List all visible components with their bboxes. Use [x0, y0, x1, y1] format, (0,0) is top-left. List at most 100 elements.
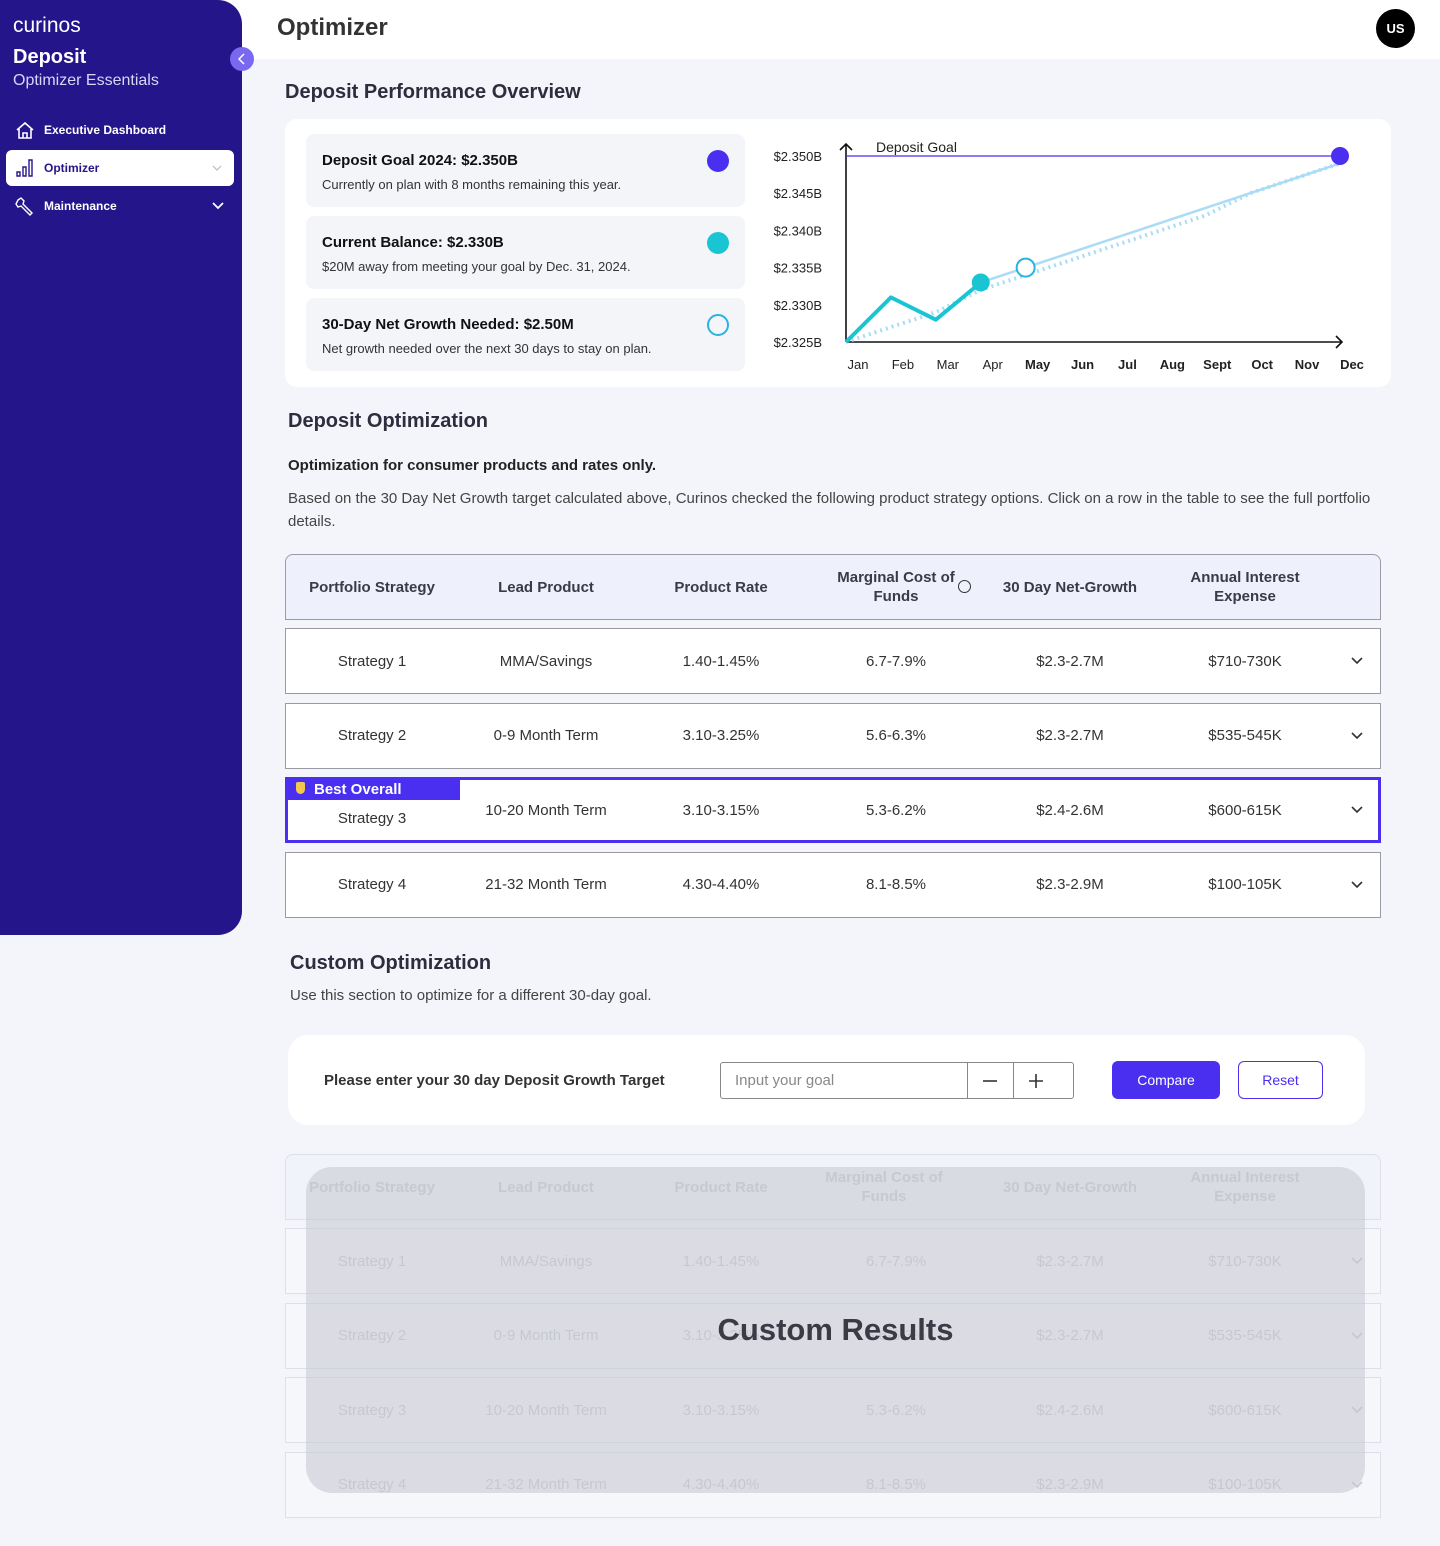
info-icon — [958, 580, 971, 593]
hollow-point — [1015, 257, 1036, 278]
wrench-icon — [15, 197, 33, 216]
table-cell: MMA/Savings — [499, 652, 593, 670]
table-cell: 10-20 Month Term — [485, 801, 607, 819]
table-cell: $2.4-2.6M — [1036, 801, 1104, 819]
table-cell: 0-9 Month Term — [493, 727, 599, 744]
y-axis — [839, 142, 853, 342]
table-cell: 5.3-6.2% — [865, 801, 927, 819]
card-text: Currently on plan with 8 months remainin… — [322, 177, 622, 192]
expand-chevron[interactable] — [1350, 656, 1364, 666]
chevron — [212, 202, 224, 210]
collapse-button[interactable] — [230, 47, 254, 71]
form-label: Please enter your 30 day Deposit Growth … — [324, 1072, 665, 1089]
overview-chart: $2.350B $2.345B $2.340B $2.335B $2.330B $2.32… — [774, 139, 1364, 372]
card-title: Current Balance: $2.330B — [322, 234, 504, 251]
table-cell: 6.7-7.9% — [865, 652, 927, 670]
y-tick-label: $2.350B — [774, 149, 822, 164]
table-cell: 21-32 Month Term — [485, 876, 607, 893]
table-cell: 5.6-6.3% — [865, 727, 927, 744]
summary-card: 30-Day Net Growth Needed: $2.50M Net gro… — [306, 298, 745, 371]
expand-chevron[interactable] — [1350, 731, 1364, 741]
table-cell: Strategy 1 — [337, 652, 407, 670]
x-tick-label: Aug — [1160, 357, 1185, 372]
logo: curinos — [13, 14, 81, 37]
nav-item[interactable]: Executive Dashboard — [6, 112, 234, 148]
table-cell: 8.1-8.5% — [865, 876, 927, 893]
card-text: $20M away from meeting your goal by Dec.… — [322, 259, 631, 274]
column-header: Marginal Cost of Funds — [837, 569, 955, 605]
column-header: Annual Interest Expense — [1190, 569, 1300, 605]
table-cell: 3.10-3.25% — [682, 727, 760, 744]
section-heading: Custom Optimization — [290, 952, 492, 974]
decrement-button[interactable] — [981, 1072, 999, 1090]
compare-button[interactable]: Compare — [1112, 1061, 1220, 1099]
x-tick-label: Feb — [892, 357, 914, 372]
series-line — [844, 280, 983, 344]
goal-input[interactable]: Input your goal — [720, 1062, 1074, 1099]
table-cell: $2.3-2.7M — [1036, 652, 1104, 670]
table-cell: 4.30-4.40% — [682, 876, 760, 893]
summary-card: Current Balance: $2.330B $20M away from … — [306, 216, 745, 289]
table-row[interactable]: Strategy 4 21-32 Month Term 4.30-4.40% 8.1-… — [285, 851, 1381, 918]
card-title: Deposit Goal 2024: $2.350B — [322, 152, 518, 169]
medal-icon — [296, 782, 305, 794]
x-tick-label: Jul — [1118, 357, 1137, 372]
placeholder: Input your goal — [735, 1072, 835, 1089]
table-row[interactable]: Strategy 2 0-9 Month Term 3.10-3.25% 5.6-6.… — [285, 702, 1381, 769]
table-cell: Strategy 4 — [337, 876, 407, 893]
badge-label: Best Overall — [314, 780, 402, 798]
x-tick-label: Oct — [1251, 357, 1273, 372]
table-header: Portfolio Strategy Lead Product Product Ra… — [285, 554, 1381, 620]
summary-card: Deposit Goal 2024: $2.350B Currently on … — [306, 134, 745, 207]
expand-chevron[interactable] — [1350, 805, 1364, 815]
goal-annotation: Deposit Goal — [876, 139, 957, 155]
column-header: Product Rate — [674, 578, 768, 596]
table-cell: $600-615K — [1208, 801, 1282, 819]
results-overlay: Custom Results — [306, 1167, 1365, 1493]
x-axis — [846, 335, 1344, 349]
table-cell: $100-105K — [1208, 876, 1282, 893]
y-tick-label: $2.345B — [774, 186, 822, 201]
point — [971, 273, 990, 292]
column-header: Portfolio Strategy — [309, 578, 435, 596]
best-badge: Best Overall — [286, 778, 460, 800]
x-tick-label: Jan — [848, 357, 869, 372]
y-tick-label: $2.340B — [774, 223, 822, 238]
increment-button[interactable] — [1027, 1072, 1045, 1090]
table-cell: $2.3-2.9M — [1036, 876, 1104, 893]
reset-button[interactable]: Reset — [1238, 1061, 1323, 1099]
table-cell: Strategy 3 — [337, 809, 407, 827]
card-title: 30-Day Net Growth Needed: $2.50M — [322, 316, 574, 333]
indicator — [707, 314, 729, 336]
series-line — [980, 162, 1341, 284]
table-cell: $2.3-2.7M — [1036, 727, 1104, 744]
column-header: Lead Product — [498, 578, 594, 596]
description: Use this section to optimize for a diffe… — [290, 987, 652, 1004]
product-edition: Optimizer Essentials — [13, 72, 159, 89]
nav-item[interactable]: Maintenance — [6, 188, 234, 224]
avatar[interactable]: US — [1376, 9, 1415, 48]
table-cell: 3.10-3.15% — [682, 801, 760, 819]
x-tick-label: Mar — [937, 357, 960, 372]
nav-item[interactable]: Optimizer — [6, 150, 234, 186]
x-tick-label: Nov — [1295, 357, 1320, 372]
table-row[interactable]: Strategy 1 MMA/Savings 1.40-1.45% 6.7-7.9% $… — [285, 628, 1381, 694]
x-tick-label: Dec — [1340, 357, 1364, 372]
subheading: Optimization for consumer products and r… — [288, 457, 657, 474]
page-title: Optimizer — [277, 14, 388, 41]
expand-chevron[interactable] — [1350, 880, 1364, 890]
table-row[interactable]: Strategy 3 10-20 Month Term 3.10-3.15% 5.3-… — [285, 777, 1381, 843]
x-tick-label: Jun — [1071, 357, 1094, 372]
y-tick-label: $2.330B — [774, 298, 822, 313]
point — [1331, 147, 1349, 165]
y-tick-label: $2.325B — [774, 335, 822, 350]
chevron — [237, 53, 245, 65]
home-icon — [16, 121, 34, 139]
x-tick-label: Sept — [1203, 357, 1232, 372]
target-form: Please enter your 30 day Deposit Growth … — [288, 1035, 1365, 1125]
sidebar: curinos Deposit Optimizer Essentials Exe… — [0, 0, 242, 935]
nav-label: Maintenance — [44, 199, 117, 213]
nav-label: Optimizer — [44, 161, 100, 175]
table-cell: $710-730K — [1208, 652, 1282, 670]
x-tick-label: Apr — [983, 357, 1004, 372]
